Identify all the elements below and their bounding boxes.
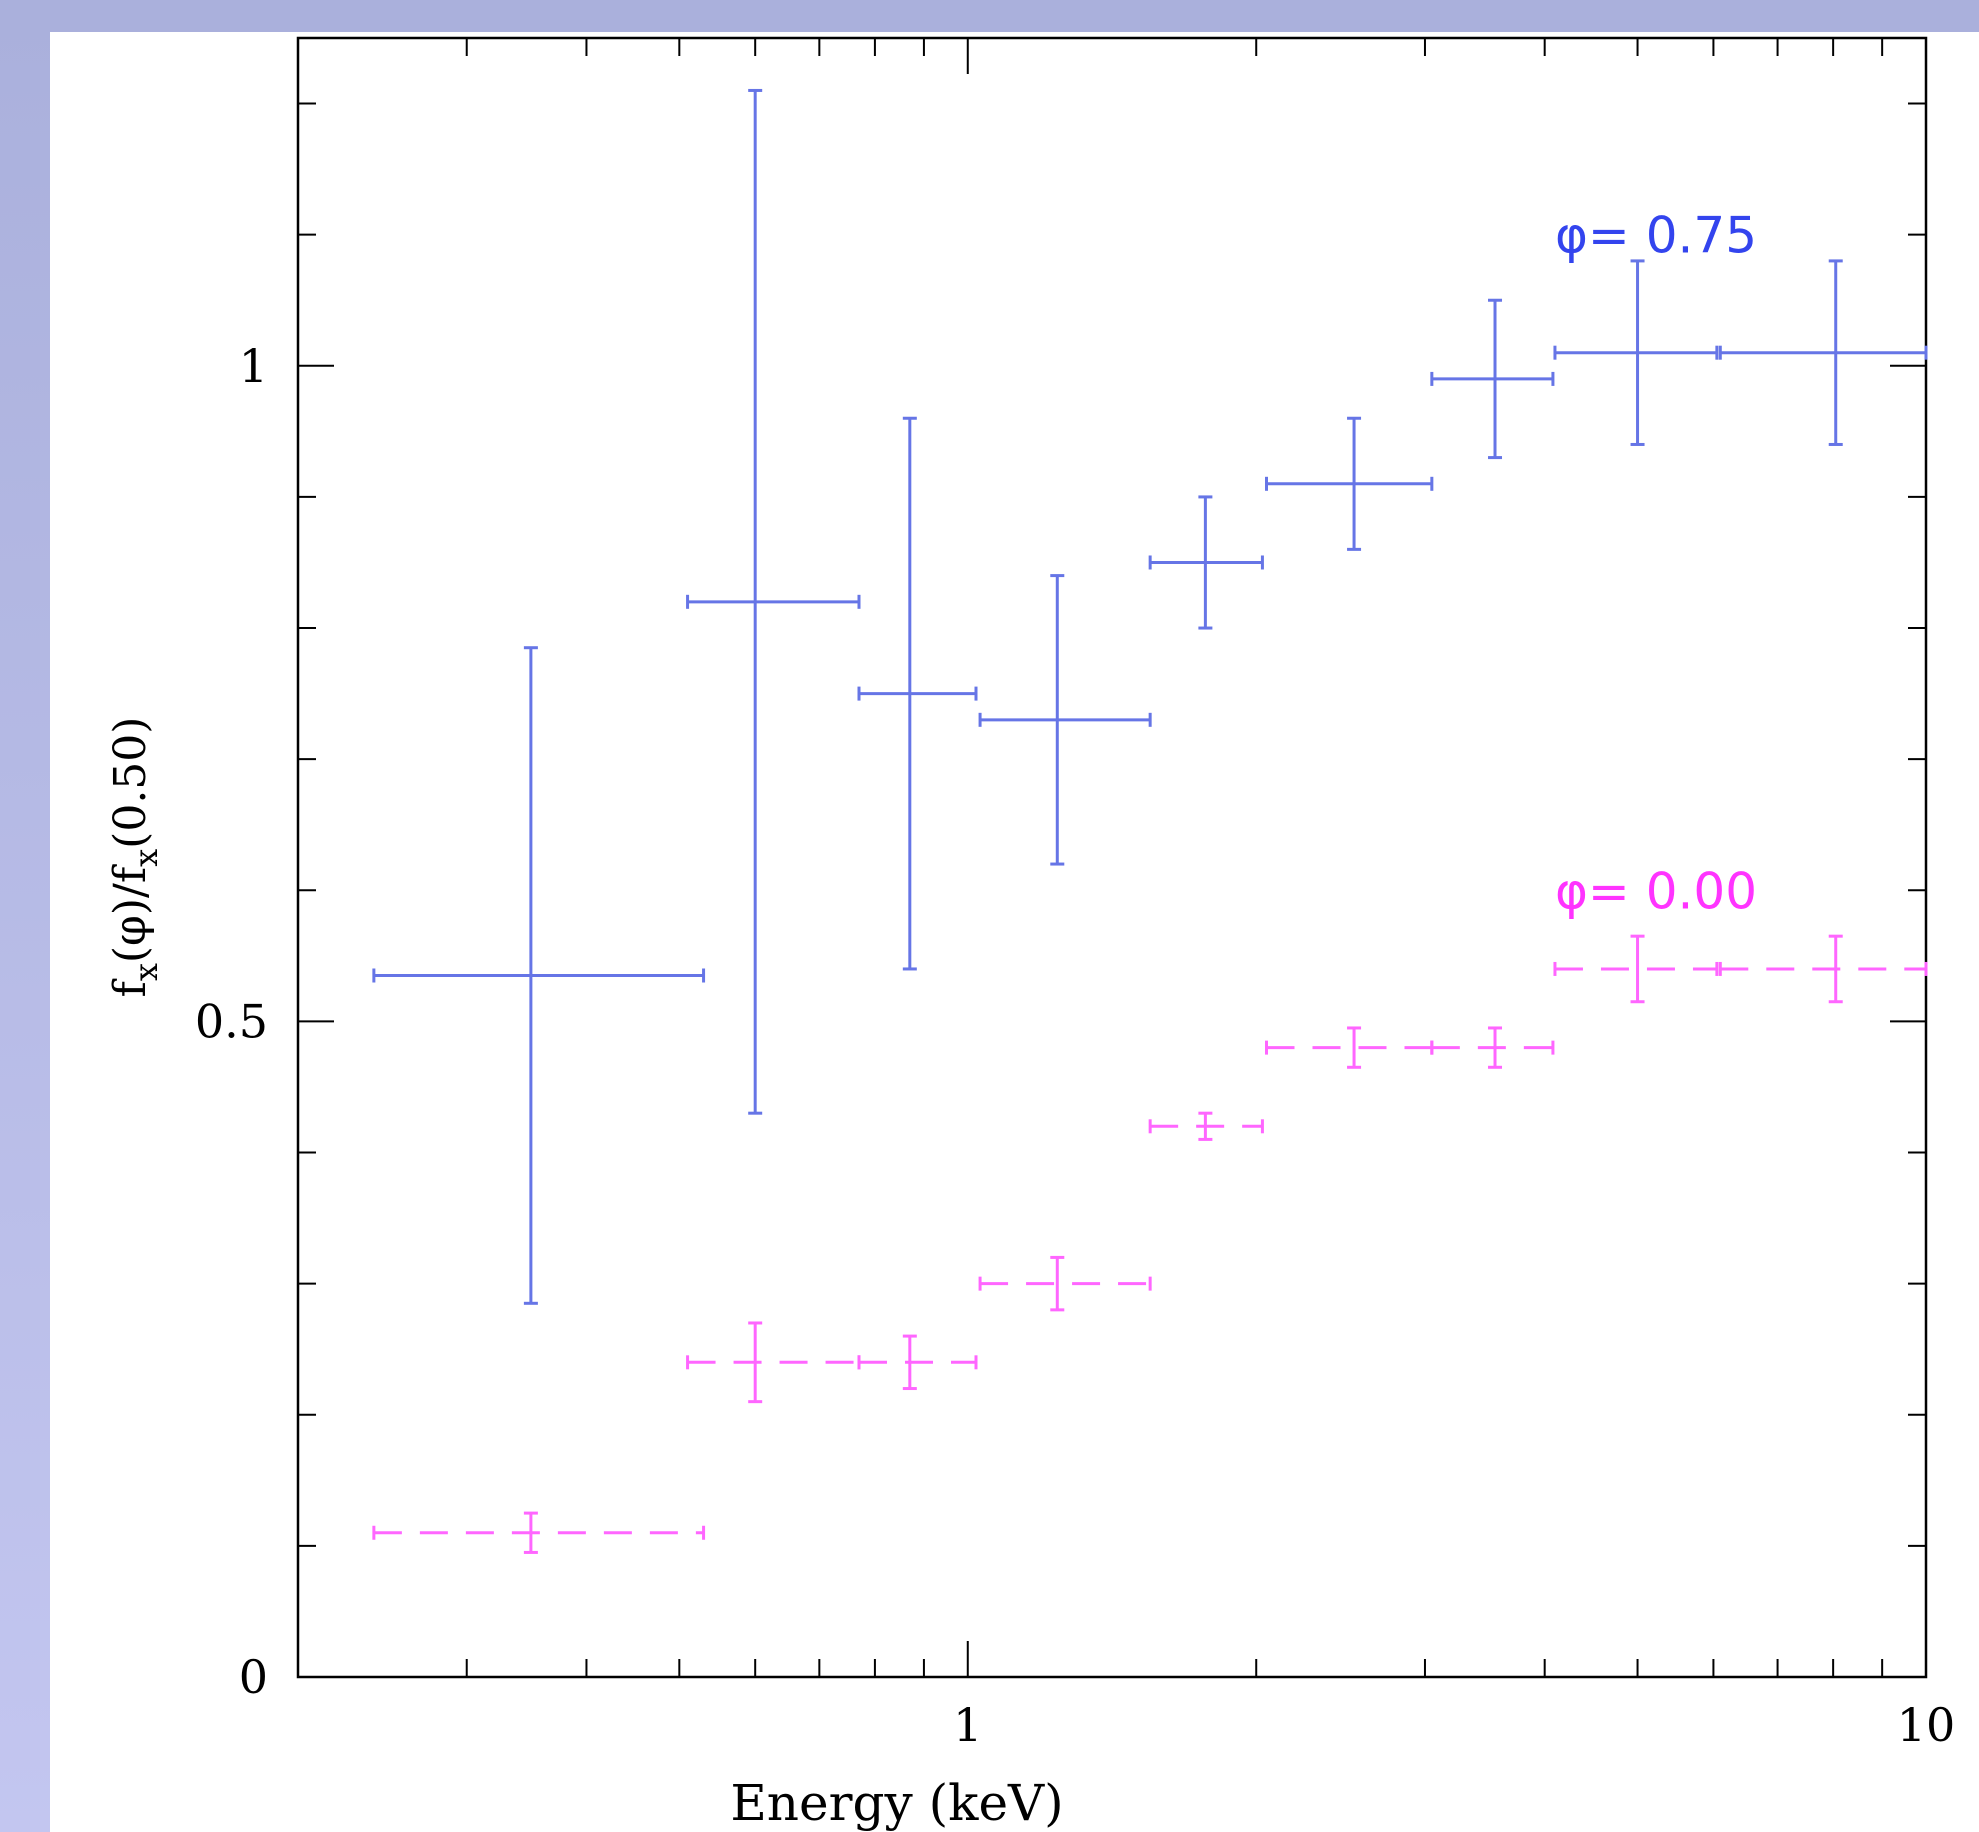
data-point — [1148, 495, 1264, 630]
data-point — [372, 1511, 706, 1554]
series-annotation: φ= 0.00 — [1555, 862, 1757, 920]
x-tick-label: 10 — [1897, 1698, 1956, 1752]
y-tick-label: 0.5 — [195, 994, 268, 1048]
data-point — [1553, 934, 1719, 1004]
y-tick-label: 0 — [239, 1650, 268, 1704]
data-point — [1430, 298, 1555, 460]
x-axis-title: Energy (keV) — [730, 1774, 1063, 1832]
annotations: φ= 0.75 φ= 0.00 — [1555, 207, 1757, 921]
series-0 — [372, 88, 1928, 1305]
x-tick-label: 1 — [953, 1698, 982, 1752]
data-point — [978, 574, 1152, 866]
data-point — [372, 646, 706, 1305]
data-point — [1430, 1026, 1555, 1069]
series-1 — [372, 934, 1928, 1554]
data-point — [857, 1334, 978, 1391]
series-annotation: φ= 0.75 — [1555, 207, 1757, 265]
data-point — [978, 1255, 1152, 1312]
plot-frame — [296, 36, 1928, 1679]
y-tick-label: 1 — [239, 339, 268, 393]
data-point — [1718, 934, 1928, 1004]
y-axis-title-suffix: (0.50) — [105, 717, 156, 849]
y-axis-title-mid: (φ)/f — [105, 864, 156, 963]
y-axis-title-sub2: x — [127, 849, 165, 867]
plot-series — [372, 88, 1928, 1554]
y-axis-title-sub1: x — [127, 963, 165, 981]
data-point — [857, 416, 978, 971]
y-axis-title: fx(φ)/fx(0.50) — [105, 717, 165, 998]
data-point — [1718, 259, 1928, 446]
axes: 1 10 0 0.5 1 — [195, 36, 1956, 1752]
y-axis-title-prefix: f — [105, 978, 156, 997]
data-point — [1265, 416, 1434, 551]
data-point — [686, 1321, 861, 1404]
data-point — [1265, 1026, 1434, 1069]
chart-panel: 1 10 0 0.5 1 φ= 0.75 φ= 0.00 Energy (keV) fx(… — [50, 32, 1979, 1832]
data-point — [686, 88, 861, 1115]
data-point — [1553, 259, 1719, 446]
data-point — [1148, 1111, 1264, 1141]
